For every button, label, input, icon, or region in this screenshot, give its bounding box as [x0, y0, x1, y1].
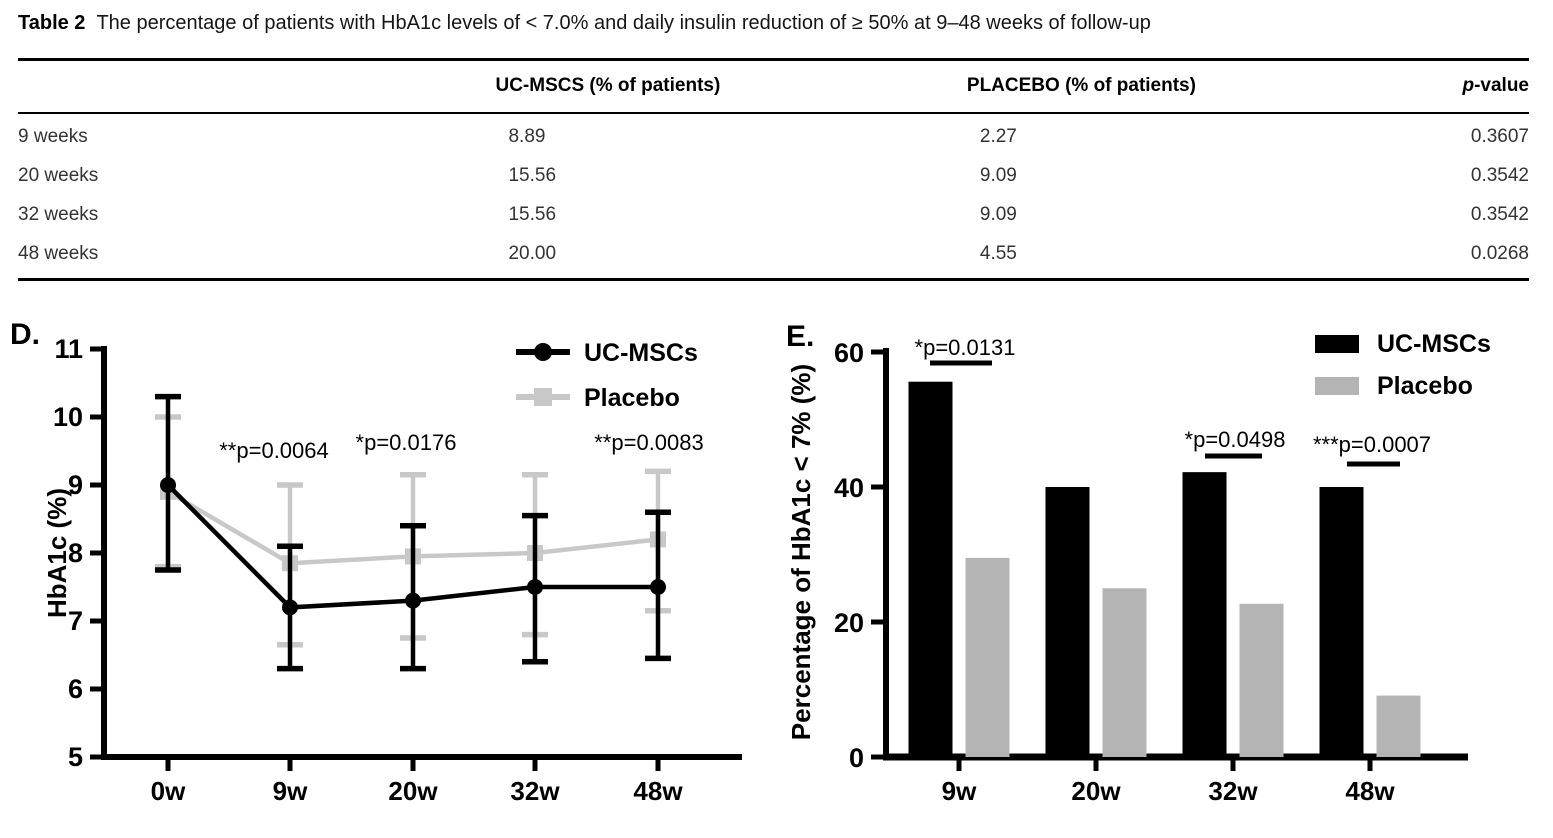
x-tick-label: 9w — [273, 776, 308, 806]
y-axis-title: Percentage of HbA1c < 7% (%) — [786, 364, 816, 740]
x-tick-label: 0w — [151, 776, 186, 806]
hba1c-line-chart: 5 6 7 8 9 10 11 0w 9w 20w 32w 48w HbA1c (%) **p=0.006… — [10, 318, 742, 806]
table2: UC-MSCS (% of patients) PLACEBO (% of pa… — [18, 58, 1529, 281]
table-title-text: The percentage of patients with HbA1c le… — [96, 12, 1151, 34]
bar-UC-MSCs-48w — [1319, 487, 1364, 757]
x-tick-label: 20w — [1071, 776, 1121, 806]
x-tick-label: 32w — [510, 776, 560, 806]
p-value-annotation: ***p=0.0007 — [1313, 432, 1431, 457]
legend: UC-MSCs Placebo — [516, 339, 698, 412]
col-header-empty — [18, 58, 496, 114]
p-value-annotation: **p=0.0083 — [594, 430, 704, 455]
y-tick-label: 20 — [834, 608, 864, 638]
ucmscs-value: 15.56 — [508, 165, 557, 186]
p-value-annotation: *p=0.0176 — [356, 430, 457, 455]
chart-panel-d: 5 6 7 8 9 10 11 0w 9w 20w 32w 48w HbA1c (%) **p=0.006… — [0, 300, 760, 833]
panel-label-d: D. — [10, 318, 40, 351]
bar-series-UC-MSCs — [908, 381, 1364, 757]
row-label: 48 weeks — [18, 235, 496, 281]
data-point-circle — [160, 477, 176, 493]
placebo-value: 4.55 — [966, 235, 1424, 281]
table-row: 20 weeks 15.56 9.09 0.3542 — [18, 157, 1529, 196]
p-value-annotation: *p=0.0131 — [915, 335, 1016, 360]
legend-label: UC-MSCs — [1377, 330, 1491, 358]
p-value-annotation: *p=0.0498 — [1185, 427, 1286, 452]
x-tick-label: 9w — [942, 776, 977, 806]
legend: UC-MSCs Placebo — [1315, 330, 1491, 400]
x-tick-label: 20w — [388, 776, 438, 806]
data-point-circle — [405, 592, 421, 609]
col-header-ucmscs: UC-MSCS (% of patients) — [495, 58, 967, 114]
y-tick-label: 9 — [68, 470, 83, 500]
col-header-pvalue: p-value — [1423, 58, 1529, 114]
table-title-label: Table 2 — [18, 12, 86, 34]
bar-UC-MSCs-20w — [1045, 487, 1090, 757]
y-tick-label: 60 — [834, 338, 864, 368]
placebo-value: 2.27 — [979, 126, 1017, 147]
y-tick-label: 10 — [53, 402, 83, 432]
p-value-annotation: **p=0.0064 — [219, 438, 329, 463]
table-header: UC-MSCS (% of patients) PLACEBO (% of pa… — [18, 58, 1529, 114]
bar-Placebo-48w — [1376, 695, 1421, 757]
pvalue-header-italic-p: p — [1462, 75, 1475, 96]
ucmscs-value: 15.56 — [508, 204, 557, 225]
row-label: 20 weeks — [18, 165, 99, 186]
panel-label-e: E. — [786, 320, 814, 353]
chart-panel-e: 0 20 40 60 9w 20w 32w 48w Percentage of HbA1c < … — [780, 300, 1553, 833]
legend-label: Placebo — [1377, 372, 1473, 400]
hba1c-under7-bar-chart: 0 20 40 60 9w 20w 32w 48w Percentage of HbA1c < … — [786, 320, 1491, 806]
legend-label: UC-MSCs — [584, 339, 698, 367]
data-point-circle — [282, 599, 298, 616]
legend-square-marker — [534, 388, 552, 406]
y-tick-label: 5 — [68, 742, 83, 772]
ucmscs-value: 8.89 — [508, 126, 546, 147]
y-tick-label: 6 — [68, 674, 83, 704]
x-tick-label: 48w — [1345, 776, 1395, 806]
col-header-placebo: PLACEBO (% of patients) — [966, 58, 1424, 114]
row-label: 32 weeks — [18, 204, 99, 225]
bar-Placebo-20w — [1102, 588, 1147, 757]
legend-circle-marker — [534, 343, 552, 361]
bar-series-Placebo — [965, 557, 1421, 757]
p-value: 0.3607 — [1470, 126, 1529, 147]
placebo-value: 9.09 — [979, 204, 1017, 225]
ucmscs-value: 20.00 — [495, 235, 967, 281]
legend-swatch — [1315, 335, 1359, 353]
data-point-circle — [650, 579, 666, 595]
p-value: 0.3542 — [1470, 204, 1529, 225]
table-title: Table 2 The percentage of patients with H… — [18, 12, 1530, 35]
pvalue-header-rest: -value — [1474, 75, 1529, 96]
bar-Placebo-32w — [1239, 603, 1284, 757]
y-tick-label: 0 — [849, 743, 864, 773]
bar-UC-MSCs-32w — [1182, 472, 1227, 757]
bar-UC-MSCs-9w — [908, 381, 953, 757]
y-tick-label: 7 — [68, 606, 83, 636]
table-row: 9 weeks 8.89 2.27 0.3607 — [18, 113, 1529, 157]
y-tick-label: 11 — [54, 334, 83, 364]
legend-label: Placebo — [584, 384, 680, 412]
table-row: 48 weeks 20.00 4.55 0.0268 — [18, 235, 1529, 281]
p-value: 0.3542 — [1470, 165, 1529, 186]
row-label: 9 weeks — [18, 126, 88, 147]
bar-Placebo-9w — [965, 557, 1010, 757]
series-UC-MSCs — [155, 393, 671, 672]
y-tick-label: 40 — [834, 473, 864, 503]
y-axis-title: HbA1c (%) — [42, 488, 72, 618]
table-row: 32 weeks 15.56 9.09 0.3542 — [18, 196, 1529, 235]
legend-swatch — [1315, 377, 1359, 395]
x-tick-label: 48w — [633, 776, 683, 806]
y-tick-label: 8 — [68, 538, 83, 568]
placebo-value: 9.09 — [979, 165, 1017, 186]
data-point-circle — [527, 579, 543, 595]
table-header-row: UC-MSCS (% of patients) PLACEBO (% of pa… — [18, 58, 1529, 114]
table-body: 9 weeks 8.89 2.27 0.3607 20 weeks 15.56 9.09 0.… — [18, 113, 1529, 281]
x-tick-label: 32w — [1208, 776, 1258, 806]
p-value: 0.0268 — [1423, 235, 1529, 281]
